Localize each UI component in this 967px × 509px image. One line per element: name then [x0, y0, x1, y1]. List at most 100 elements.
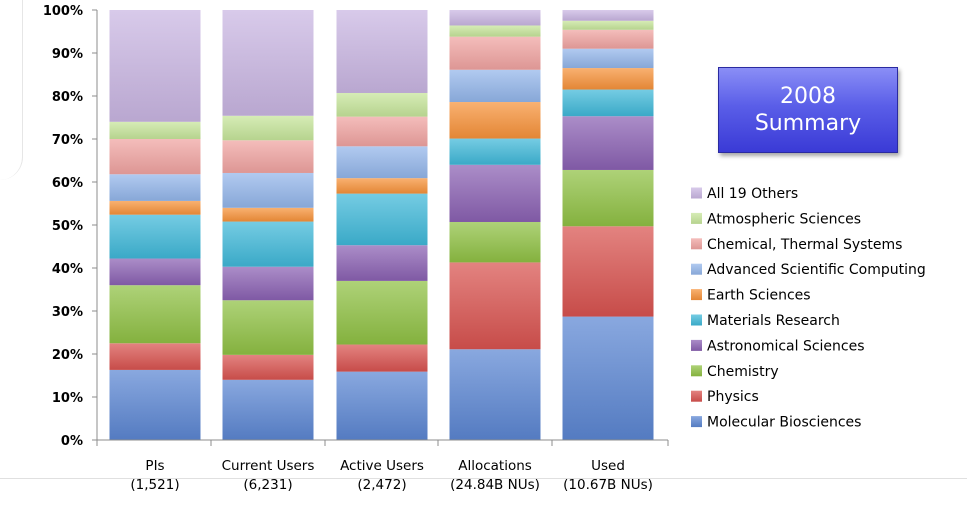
- bar-segment: [562, 226, 654, 317]
- bar-segment: [222, 207, 314, 222]
- bar-segment: [449, 69, 541, 103]
- y-tick-label: 30%: [52, 305, 83, 320]
- legend-label: All 19 Others: [707, 186, 798, 202]
- bar-segment: [336, 371, 428, 440]
- legend-swatch: [691, 314, 702, 326]
- bar-segment: [562, 316, 654, 440]
- y-tick-label: 70%: [52, 133, 83, 148]
- legend: All 19 Others Atmospheric Sciences Chemica…: [691, 186, 926, 431]
- bar-segment: [336, 146, 428, 179]
- x-tick-sublabel: (2,472): [357, 477, 406, 493]
- bar-segment: [336, 178, 428, 194]
- bar-segment: [562, 48, 654, 69]
- x-tick-label: PIs: [145, 458, 164, 474]
- bar-segment: [449, 221, 541, 263]
- legend-label: Atmospheric Sciences: [707, 211, 861, 227]
- bar-segment: [336, 92, 428, 117]
- bar-segment: [562, 169, 654, 227]
- legend-label: Earth Sciences: [707, 288, 811, 304]
- bar-segment: [222, 10, 314, 116]
- bar-segment: [449, 349, 541, 440]
- bar-segment: [449, 10, 541, 26]
- legend-swatch: [691, 339, 702, 351]
- bar-segment: [109, 10, 201, 122]
- x-tick-label: Active Users: [340, 458, 424, 474]
- bar-segment: [562, 68, 654, 90]
- bar-segment: [336, 193, 428, 246]
- bar-segment: [449, 138, 541, 165]
- legend-label: Advanced Scientific Computing: [707, 262, 926, 278]
- legend-label: Chemistry: [707, 364, 779, 380]
- bar-segment: [562, 10, 654, 21]
- bar-segment: [109, 174, 201, 201]
- bar-segment: [336, 245, 428, 281]
- legend-label: Astronomical Sciences: [707, 338, 865, 354]
- summary-label: Summary: [754, 111, 862, 136]
- y-tick-label: 80%: [52, 90, 83, 105]
- summary-year: 2008: [780, 84, 836, 109]
- x-tick-label: Allocations: [458, 458, 532, 474]
- bar-segment: [222, 115, 314, 141]
- bar-segment: [562, 29, 654, 49]
- slide-decoration: [0, 0, 23, 180]
- x-tick-sublabel: (24.84B NUs): [450, 477, 540, 493]
- bar-segment: [562, 20, 654, 30]
- legend-swatch: [691, 289, 702, 301]
- bar-segment: [222, 221, 314, 267]
- bar-segment: [336, 116, 428, 147]
- bar-segment: [449, 36, 541, 70]
- bar-segment: [449, 102, 541, 139]
- bar-segment: [222, 140, 314, 173]
- bar-segment: [449, 25, 541, 37]
- legend-swatch: [691, 187, 702, 199]
- bar-segment: [336, 10, 428, 93]
- bar-segment: [449, 262, 541, 350]
- x-tick-label: Used: [591, 458, 625, 474]
- x-tick-sublabel: (10.67B NUs): [563, 477, 653, 493]
- bar-segment: [109, 258, 201, 286]
- y-tick-label: 90%: [52, 47, 83, 62]
- summary-badge: 2008 Summary: [718, 67, 898, 153]
- legend-swatch: [691, 263, 702, 275]
- bars-layer: [109, 10, 654, 440]
- y-tick-label: 40%: [52, 262, 83, 277]
- bar-segment: [336, 344, 428, 372]
- x-tick-sublabel: (6,231): [243, 477, 292, 493]
- bar-segment: [109, 214, 201, 259]
- bar-segment: [336, 280, 428, 345]
- legend-label: Materials Research: [707, 313, 840, 329]
- bar-segment: [222, 172, 314, 208]
- bar-segment: [562, 116, 654, 170]
- legend-label: Chemical, Thermal Systems: [707, 237, 902, 253]
- y-tick-label: 50%: [52, 219, 83, 234]
- slide-footer-line: [0, 478, 967, 479]
- bar-segment: [222, 379, 314, 440]
- y-tick-label: 60%: [52, 176, 83, 191]
- x-tick-label: Current Users: [222, 458, 315, 474]
- bar-segment: [449, 164, 541, 222]
- legend-label: Physics: [707, 389, 759, 405]
- legend-swatch: [691, 238, 702, 250]
- bar-segment: [222, 300, 314, 355]
- y-tick-label: 0%: [61, 434, 83, 449]
- y-tick-label: 100%: [43, 4, 83, 19]
- x-tick-sublabel: (1,521): [130, 477, 179, 493]
- bar-segment: [222, 266, 314, 301]
- axis-layer: 0% 10% 20% 30% 40% 50% 60% 70% 80% 90% 100% PIs (1,5…: [43, 4, 669, 493]
- legend-swatch: [691, 416, 702, 428]
- bar-segment: [222, 354, 314, 380]
- legend-swatch: [691, 365, 702, 377]
- bar-segment: [109, 121, 201, 139]
- bar-segment: [109, 369, 201, 440]
- y-tick-label: 20%: [52, 348, 83, 363]
- bar-segment: [109, 285, 201, 344]
- bar-segment: [109, 200, 201, 215]
- legend-swatch: [691, 212, 702, 224]
- y-tick-label: 10%: [52, 391, 83, 406]
- bar-segment: [562, 89, 654, 117]
- legend-label: Molecular Biosciences: [707, 415, 861, 431]
- bar-segment: [109, 343, 201, 370]
- legend-swatch: [691, 390, 702, 402]
- bar-segment: [109, 139, 201, 175]
